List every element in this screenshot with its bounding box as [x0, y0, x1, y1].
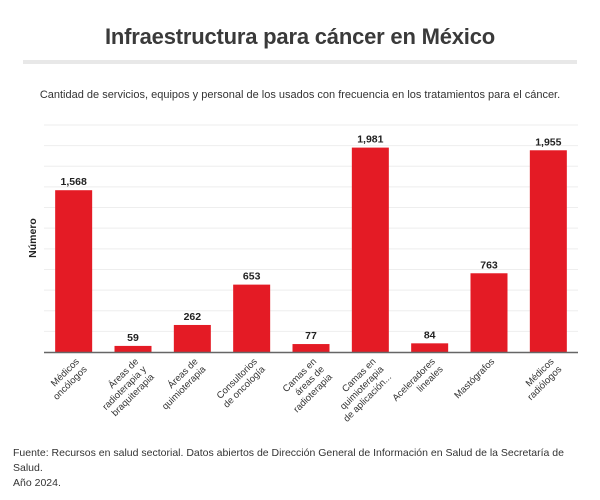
category-label: Aceleradoreslineales — [390, 356, 445, 411]
category-label: Médicosoncólogos — [43, 356, 89, 402]
data-labels: 1,568 59 262 653 77 1,981 84 763 1,955 — [61, 134, 562, 344]
chart-subtitle: Cantidad de servicios, equipos y persona… — [39, 89, 561, 101]
data-label: 1,568 — [61, 176, 87, 188]
data-label: 1,955 — [535, 136, 561, 148]
category-label: Áreas dequimioterapia — [152, 356, 208, 412]
category-label-line: Mastógrafos — [452, 356, 497, 401]
bar — [233, 284, 271, 352]
data-label: 262 — [184, 311, 202, 323]
y-axis-label: Número — [27, 218, 39, 258]
source-line-1: Fuente: Recursos en salud sectorial. Dat… — [13, 447, 564, 474]
category-labels: Médicosoncólogos Áreas deradioterapia ybr… — [43, 356, 565, 425]
bar — [114, 345, 152, 352]
bars — [55, 147, 567, 352]
bar — [529, 150, 567, 352]
source-line-2: Año 2024. — [13, 477, 61, 489]
gridlines — [44, 124, 578, 332]
data-label: 763 — [480, 259, 498, 271]
bar — [470, 273, 508, 352]
data-label: 1,981 — [357, 134, 383, 146]
category-label: Mastógrafos — [452, 356, 497, 401]
bar — [55, 190, 93, 352]
bar — [292, 344, 330, 352]
category-label: Camas enquimioterapiade aplicación... — [326, 356, 395, 425]
source-note: Fuente: Recursos en salud sectorial. Dat… — [13, 446, 588, 491]
data-label: 84 — [424, 329, 436, 341]
category-label: Camas enáreas deradioterapia — [276, 356, 335, 415]
category-label: Médicosradiólogos — [518, 356, 565, 403]
data-label: 77 — [305, 330, 317, 342]
chart-title: Infraestructura para cáncer en México — [105, 24, 495, 49]
bar — [351, 147, 389, 352]
title-divider — [23, 60, 577, 64]
category-label: Consultoriosde oncología — [214, 356, 269, 411]
data-label: 59 — [127, 332, 139, 344]
category-label: Áreas deradioterapia ybraquiterapia — [93, 356, 158, 421]
bar — [173, 324, 211, 352]
bar — [411, 343, 449, 352]
data-label: 653 — [243, 271, 261, 283]
